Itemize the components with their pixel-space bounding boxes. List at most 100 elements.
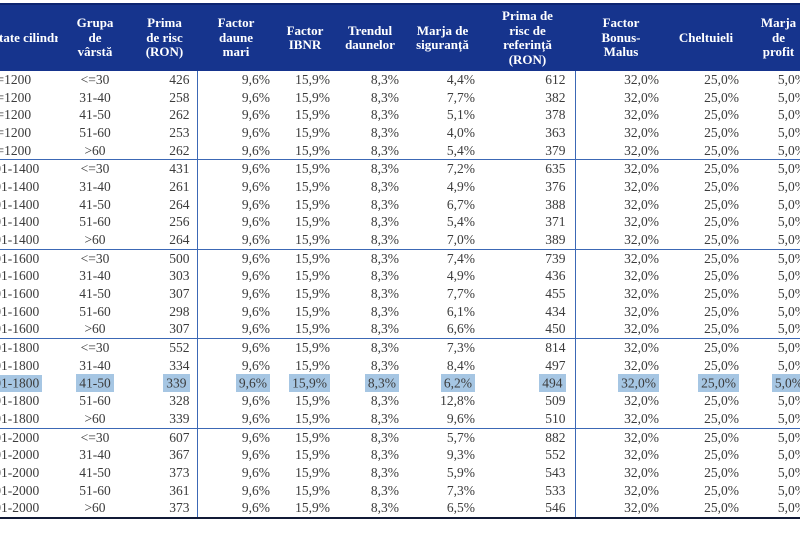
cell-capacity-value: 1801-2000: [0, 500, 40, 516]
cell-safety-margin-value: 12,8%: [440, 393, 475, 409]
cell-risk-premium-value: 298: [169, 303, 190, 319]
table-row: 1201-1400 >60 264 9,6% 15,9% 8,3% 7,0% 389 32,0%…: [0, 231, 800, 250]
cell-capacity: 1401-1600: [0, 285, 58, 303]
cell-risk-premium: 307: [132, 285, 197, 303]
cell-ibnr-factor-value: 15,9%: [295, 357, 330, 373]
cell-expenses-value: 25,0%: [704, 214, 739, 230]
cell-expenses-value: 25,0%: [704, 286, 739, 302]
cell-safety-margin: 12,8%: [405, 392, 480, 410]
cell-expenses-value: 25,0%: [704, 71, 739, 87]
cell-large-claims-factor-value: 9,6%: [241, 482, 270, 498]
cell-bonus-malus-factor-value: 32,0%: [624, 214, 659, 230]
cell-risk-premium-value: 262: [169, 142, 190, 158]
cell-bonus-malus-factor: 32,0%: [574, 481, 667, 500]
cell-age-group-value: 51-60: [79, 482, 111, 498]
cell-safety-margin: 5,4%: [405, 214, 480, 232]
cell-safety-margin-value: 6,2%: [440, 374, 475, 393]
cell-ibnr-factor-value: 15,9%: [295, 232, 330, 248]
cell-large-claims-factor-value: 9,6%: [241, 232, 270, 248]
cell-expenses-value: 25,0%: [704, 410, 739, 426]
cell-profit-margin: 5,0%: [745, 357, 800, 375]
cell-safety-margin: 9,6%: [405, 410, 480, 428]
cell-safety-margin: 7,3%: [405, 482, 480, 500]
cell-bonus-malus-factor: 32,0%: [574, 338, 667, 357]
cell-age-group-value: 41-50: [76, 374, 114, 393]
cell-expenses: 25,0%: [667, 178, 745, 196]
cell-risk-premium-value: 307: [169, 286, 190, 302]
cell-large-claims-factor-value: 9,6%: [235, 374, 270, 393]
cell-claims-trend-value: 8,3%: [370, 357, 399, 373]
cell-safety-margin: 5,1%: [405, 106, 480, 124]
cell-large-claims-factor-value: 9,6%: [241, 340, 270, 356]
column-header-bonus-malus-factor: Factor Bonus-Malus: [575, 3, 667, 71]
cell-age-group: 31-40: [58, 446, 132, 464]
cell-reference-risk-premium: 376: [480, 178, 575, 196]
cell-large-claims-factor-value: 9,6%: [241, 286, 270, 302]
cell-ibnr-factor: 15,9%: [275, 196, 335, 214]
cell-profit-margin: 5,0%: [745, 142, 800, 160]
column-header-safety-margin: Marja de siguranță: [405, 3, 480, 71]
cell-reference-risk-premium-value: 510: [545, 410, 566, 426]
cell-risk-premium: 258: [132, 89, 197, 107]
cell-large-claims-factor-value: 9,6%: [241, 196, 270, 212]
cell-age-group-value: 41-50: [79, 464, 111, 480]
cell-large-claims-factor: 9,6%: [196, 320, 275, 339]
cell-safety-margin-value: 9,3%: [446, 447, 475, 463]
cell-large-claims-factor: 9,6%: [196, 231, 275, 250]
cell-capacity: 1401-1600: [0, 303, 58, 321]
cell-safety-margin: 7,7%: [405, 285, 480, 303]
cell-bonus-malus-factor: 32,0%: [574, 427, 667, 447]
cell-large-claims-factor: 9,6%: [196, 267, 275, 286]
table-row: 1801-2000 >60 373 9,6% 15,9% 8,3% 6,5% 546 32,0%…: [0, 499, 800, 520]
cell-ibnr-factor-value: 15,9%: [295, 250, 330, 266]
cell-age-group-value: >60: [84, 232, 106, 248]
cell-risk-premium-value: 303: [169, 268, 190, 284]
cell-ibnr-factor-value: 15,9%: [295, 89, 330, 105]
cell-risk-premium-value: 334: [169, 357, 190, 373]
cell-risk-premium-value: 328: [169, 393, 190, 409]
cell-reference-risk-premium: 382: [480, 89, 575, 107]
cell-safety-margin-value: 5,4%: [446, 214, 475, 230]
cell-claims-trend-value: 8,3%: [370, 410, 399, 426]
cell-ibnr-factor-value: 15,9%: [289, 374, 330, 393]
cell-safety-margin: 4,9%: [405, 178, 480, 196]
table-row: 1601-1800 51-60 328 9,6% 15,9% 8,3% 12,8% 509 32…: [0, 392, 800, 411]
cell-expenses-value: 25,0%: [704, 357, 739, 373]
cell-safety-margin: 4,4%: [405, 71, 480, 89]
cell-expenses-value: 25,0%: [704, 268, 739, 284]
cell-risk-premium: 328: [132, 392, 197, 410]
cell-claims-trend: 8,3%: [335, 178, 405, 196]
cell-ibnr-factor: 15,9%: [275, 106, 335, 124]
cell-bonus-malus-factor-value: 32,0%: [624, 429, 659, 445]
cell-age-group-value: 51-60: [79, 214, 111, 230]
cell-bonus-malus-factor-value: 32,0%: [624, 303, 659, 319]
cell-capacity: <=1200: [0, 71, 58, 89]
cell-risk-premium: 253: [132, 124, 197, 142]
cell-ibnr-factor-value: 15,9%: [295, 161, 330, 177]
cell-age-group-value: >60: [84, 410, 106, 426]
cell-expenses: 25,0%: [667, 482, 745, 500]
cell-large-claims-factor: 9,6%: [196, 285, 275, 303]
cell-ibnr-factor-value: 15,9%: [295, 500, 330, 516]
cell-profit-margin-value: 5,0%: [777, 178, 800, 194]
cell-profit-margin-value: 5,0%: [777, 357, 800, 373]
cell-reference-risk-premium: 389: [480, 231, 575, 249]
cell-bonus-malus-factor-value: 32,0%: [624, 357, 659, 373]
cell-ibnr-factor: 15,9%: [275, 357, 335, 375]
cell-capacity-value: <=1200: [0, 71, 32, 87]
cell-risk-premium-value: 339: [163, 374, 190, 393]
cell-risk-premium-value: 253: [169, 124, 190, 140]
table-row: 1801-2000 51-60 361 9,6% 15,9% 8,3% 7,3% 533 32,…: [0, 481, 800, 500]
cell-safety-margin-value: 7,3%: [446, 340, 475, 356]
cell-expenses: 25,0%: [667, 410, 745, 428]
cell-risk-premium-value: 361: [169, 482, 190, 498]
cell-claims-trend-value: 8,3%: [370, 500, 399, 516]
cell-bonus-malus-factor-value: 32,0%: [624, 250, 659, 266]
cell-ibnr-factor: 15,9%: [275, 178, 335, 196]
cell-bonus-malus-factor: 32,0%: [574, 106, 667, 125]
cell-capacity: 1801-2000: [0, 464, 58, 482]
cell-ibnr-factor-value: 15,9%: [295, 464, 330, 480]
cell-age-group-value: <=30: [80, 429, 110, 445]
cell-large-claims-factor-value: 9,6%: [241, 429, 270, 445]
cell-bonus-malus-factor-value: 32,0%: [624, 196, 659, 212]
